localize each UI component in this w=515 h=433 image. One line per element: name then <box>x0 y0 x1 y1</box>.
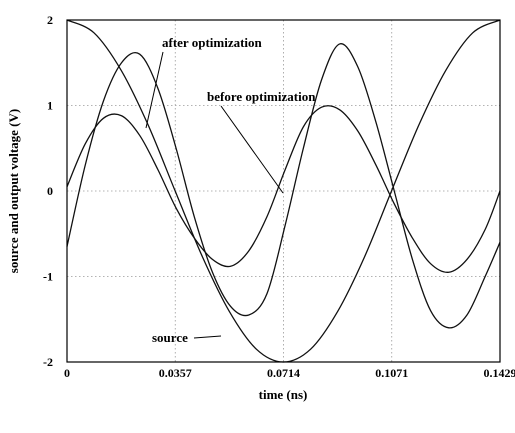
annotation-label: after optimization <box>162 35 263 50</box>
plot-frame <box>66 19 501 363</box>
annotation-source: source <box>152 330 222 345</box>
series-line-before-optimization <box>66 105 501 273</box>
y-tick-label: 0 <box>47 184 53 198</box>
annotation-leader <box>193 335 222 339</box>
y-tick-label: 2 <box>47 13 53 27</box>
grid-lines <box>67 20 500 362</box>
x-tick-label: 0.1071 <box>375 366 408 380</box>
x-tick-label: 0.1429 <box>484 366 515 380</box>
annotation-after-optimization: after optimization <box>145 35 263 129</box>
y-tick-label: -2 <box>43 355 53 369</box>
y-tick-label: 1 <box>47 99 53 113</box>
x-tick-label: 0 <box>64 366 70 380</box>
y-axis-title: source and output voltage (V) <box>6 109 21 273</box>
x-tick-label: 0.0357 <box>159 366 192 380</box>
annotation-label: source <box>152 330 188 345</box>
tick-labels: 0 0.0357 0.0714 0.1071 0.1429 2 1 0 -1 -2 <box>43 13 515 380</box>
y-tick-label: -1 <box>43 270 53 284</box>
x-axis-title: time (ns) <box>259 387 308 402</box>
annotation-label: before optimization <box>207 89 316 104</box>
series-line-after-optimization <box>66 43 501 329</box>
x-tick-label: 0.0714 <box>267 366 300 380</box>
annotation-leader <box>145 51 164 129</box>
annotation-before-optimization: before optimization <box>207 89 316 194</box>
annotation-leader <box>220 105 284 194</box>
